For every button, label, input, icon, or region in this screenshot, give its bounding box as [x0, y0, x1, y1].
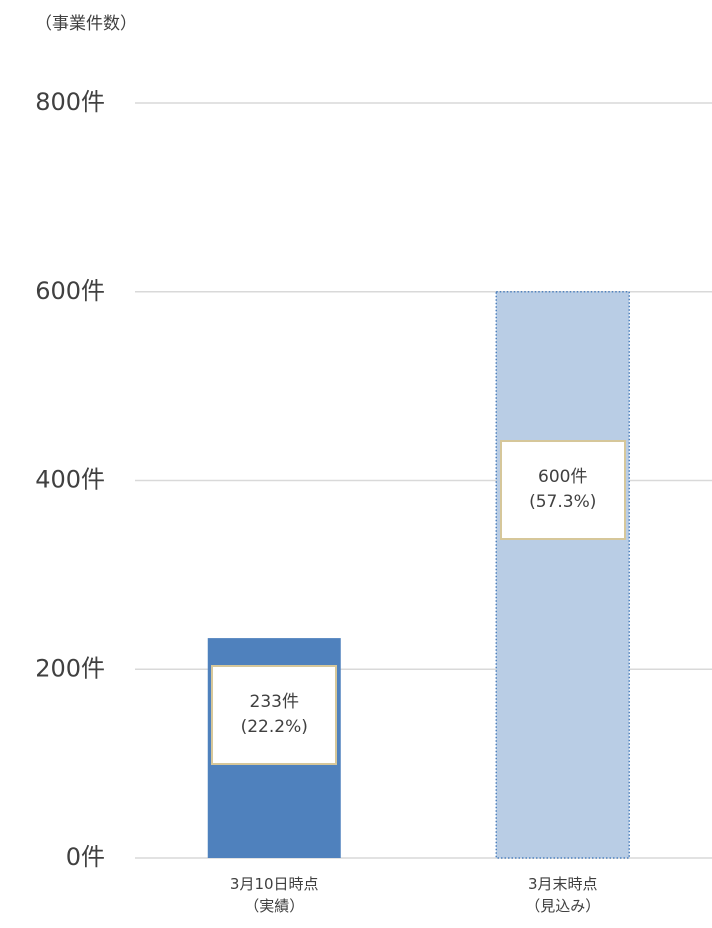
y-tick-label: 800件	[35, 88, 105, 116]
y-tick-label: 400件	[35, 466, 105, 494]
y-axis-label: （事業件数）	[35, 14, 137, 34]
y-tick-label: 200件	[35, 654, 105, 682]
x-tick-label: 3月10日時点 （実績）	[229, 875, 319, 915]
x-tick-label: 3月末時点 （見込み）	[525, 875, 601, 915]
y-tick-label: 0件	[66, 843, 105, 871]
y-tick-label: 600件	[35, 277, 105, 305]
bar	[495, 291, 630, 859]
data-label: 600件 (57.3%)	[499, 439, 626, 540]
data-label: 233件 (22.2%)	[211, 665, 338, 766]
